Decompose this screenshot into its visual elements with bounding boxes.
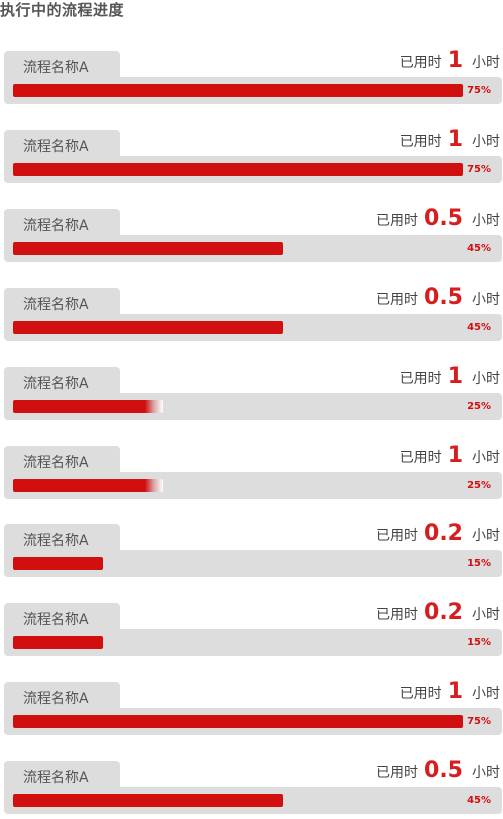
process-name: 流程名称A — [4, 209, 120, 235]
progress-fill — [13, 400, 163, 413]
progress-percent: 75% — [467, 164, 491, 175]
page-title: 执行中的流程进度 — [0, 1, 125, 19]
progress-track: 45% — [4, 787, 502, 814]
process-item[interactable]: 流程名称A 已用时 0.5 小时 45% — [0, 758, 503, 819]
progress-track: 45% — [4, 314, 502, 341]
progress-fill — [13, 479, 163, 492]
elapsed-time-label: 已用时 — [399, 450, 442, 466]
process-item[interactable]: 流程名称A 已用时 1 小时 75% — [0, 679, 503, 740]
progress-percent: 25% — [467, 480, 491, 491]
progress-track: 75% — [4, 77, 502, 104]
process-item[interactable]: 流程名称A 已用时 0.5 小时 45% — [0, 206, 503, 267]
progress-track: 75% — [4, 156, 502, 183]
elapsed-time-unit: 小时 — [472, 371, 500, 387]
process-name: 流程名称A — [4, 446, 120, 472]
progress-fill — [13, 321, 283, 334]
elapsed-time-value: 0.2 — [424, 600, 463, 625]
process-name: 流程名称A — [4, 51, 120, 77]
progress-fill — [13, 715, 463, 728]
elapsed-time-unit: 小时 — [472, 528, 500, 544]
progress-percent: 25% — [467, 401, 491, 412]
elapsed-time-unit: 小时 — [472, 765, 500, 781]
elapsed-time-label: 已用时 — [376, 607, 419, 623]
progress-fill — [13, 636, 103, 649]
progress-fill — [13, 242, 283, 255]
elapsed-time: 已用时 0.5 小时 — [376, 757, 500, 785]
progress-track: 25% — [4, 393, 502, 420]
elapsed-time-value: 0.2 — [424, 521, 463, 546]
progress-percent: 45% — [467, 795, 491, 806]
progress-fill — [13, 84, 463, 97]
process-name: 流程名称A — [4, 288, 120, 314]
elapsed-time: 已用时 0.5 小时 — [376, 284, 500, 312]
progress-percent: 45% — [467, 243, 491, 254]
elapsed-time-unit: 小时 — [472, 607, 500, 623]
progress-track: 75% — [4, 708, 502, 735]
progress-track: 45% — [4, 235, 502, 262]
elapsed-time-unit: 小时 — [472, 55, 500, 71]
progress-percent: 15% — [467, 558, 491, 569]
elapsed-time-unit: 小时 — [472, 213, 500, 229]
process-item[interactable]: 流程名称A 已用时 0.2 小时 15% — [0, 600, 503, 661]
process-name: 流程名称A — [4, 524, 120, 550]
elapsed-time-unit: 小时 — [472, 134, 500, 150]
progress-percent: 15% — [467, 637, 491, 648]
process-item[interactable]: 流程名称A 已用时 0.5 小时 45% — [0, 285, 503, 346]
elapsed-time-label: 已用时 — [399, 371, 442, 387]
elapsed-time-label: 已用时 — [376, 528, 419, 544]
process-item[interactable]: 流程名称A 已用时 1 小时 75% — [0, 48, 503, 109]
elapsed-time-value: 0.5 — [424, 758, 463, 783]
elapsed-time: 已用时 1 小时 — [400, 47, 500, 75]
elapsed-time-value: 1 — [447, 443, 463, 468]
process-item[interactable]: 流程名称A 已用时 0.2 小时 15% — [0, 521, 503, 582]
process-item[interactable]: 流程名称A 已用时 1 小时 75% — [0, 127, 503, 188]
process-name: 流程名称A — [4, 367, 120, 393]
elapsed-time: 已用时 1 小时 — [400, 363, 500, 391]
elapsed-time: 已用时 1 小时 — [400, 678, 500, 706]
elapsed-time-unit: 小时 — [472, 686, 500, 702]
elapsed-time-value: 0.5 — [424, 285, 463, 310]
process-name: 流程名称A — [4, 130, 120, 156]
elapsed-time-label: 已用时 — [376, 292, 419, 308]
progress-fill — [13, 163, 463, 176]
progress-percent: 45% — [467, 322, 491, 333]
elapsed-time: 已用时 1 小时 — [400, 442, 500, 470]
elapsed-time-unit: 小时 — [472, 450, 500, 466]
elapsed-time-unit: 小时 — [472, 292, 500, 308]
elapsed-time-value: 1 — [447, 127, 463, 152]
elapsed-time-label: 已用时 — [376, 213, 419, 229]
progress-track: 25% — [4, 472, 502, 499]
progress-percent: 75% — [467, 716, 491, 727]
progress-track: 15% — [4, 550, 502, 577]
elapsed-time: 已用时 0.5 小时 — [376, 205, 500, 233]
progress-fill — [13, 557, 103, 570]
elapsed-time-label: 已用时 — [399, 134, 442, 150]
process-name: 流程名称A — [4, 682, 120, 708]
elapsed-time-value: 0.5 — [424, 206, 463, 231]
process-name: 流程名称A — [4, 603, 120, 629]
elapsed-time: 已用时 0.2 小时 — [376, 599, 500, 627]
process-name: 流程名称A — [4, 761, 120, 787]
progress-track: 15% — [4, 629, 502, 656]
elapsed-time-value: 1 — [447, 679, 463, 704]
elapsed-time-label: 已用时 — [399, 686, 442, 702]
elapsed-time-value: 1 — [447, 364, 463, 389]
progress-fill — [13, 794, 283, 807]
elapsed-time-label: 已用时 — [376, 765, 419, 781]
process-item[interactable]: 流程名称A 已用时 1 小时 25% — [0, 364, 503, 425]
elapsed-time: 已用时 1 小时 — [400, 126, 500, 154]
progress-percent: 75% — [467, 85, 491, 96]
process-item[interactable]: 流程名称A 已用时 1 小时 25% — [0, 443, 503, 504]
elapsed-time: 已用时 0.2 小时 — [376, 520, 500, 548]
elapsed-time-value: 1 — [447, 48, 463, 73]
elapsed-time-label: 已用时 — [399, 55, 442, 71]
